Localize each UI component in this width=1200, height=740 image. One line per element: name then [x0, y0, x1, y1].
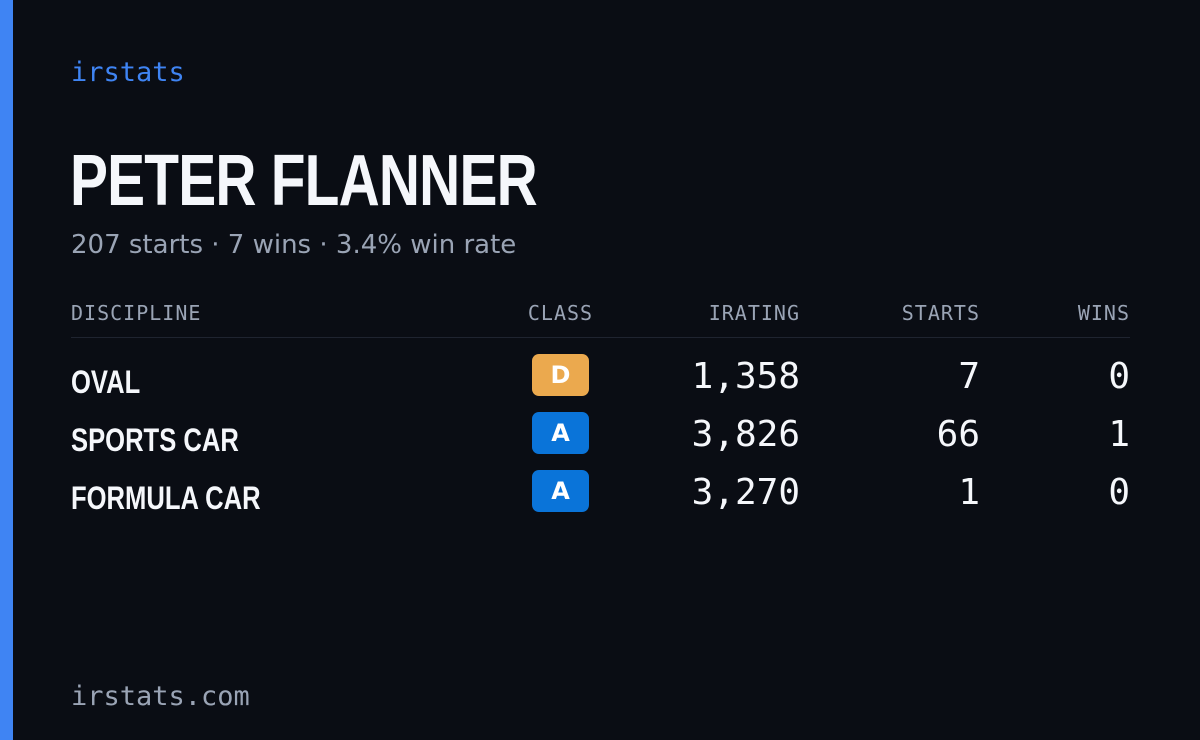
footer-site-url: irstats.com	[71, 681, 250, 712]
wins-value: 0	[1108, 472, 1130, 513]
header-discipline: DISCIPLINE	[71, 301, 202, 325]
accent-bar	[0, 0, 13, 740]
header-class: CLASS	[527, 301, 594, 325]
table-row-sports-car: SPORTS CAR A 3,826 66 1	[0, 412, 1200, 470]
starts-value: 1	[958, 472, 980, 513]
discipline-label: OVAL	[71, 364, 141, 400]
header-irating: IRATING	[708, 301, 800, 325]
header-divider	[71, 337, 1130, 338]
class-badge: D	[532, 354, 589, 396]
career-summary: 207 starts · 7 wins · 3.4% win rate	[71, 230, 517, 260]
player-name: PETER FLANNER	[70, 141, 538, 221]
starts-value: 66	[936, 414, 980, 455]
discipline-label: SPORTS CAR	[71, 422, 239, 458]
table-row-oval: OVAL D 1,358 7 0	[0, 354, 1200, 412]
table-row-formula-car: FORMULA CAR A 3,270 1 0	[0, 470, 1200, 528]
brand-logo: irstats	[71, 57, 185, 88]
class-badge: A	[532, 470, 589, 512]
discipline-label: FORMULA CAR	[71, 480, 261, 516]
irating-value: 1,358	[691, 356, 800, 397]
wins-value: 0	[1108, 356, 1130, 397]
wins-value: 1	[1108, 414, 1130, 455]
starts-value: 7	[958, 356, 980, 397]
irating-value: 3,826	[691, 414, 800, 455]
class-badge: A	[532, 412, 589, 454]
header-starts: STARTS	[901, 301, 980, 325]
header-wins: WINS	[1077, 301, 1130, 325]
irating-value: 3,270	[691, 472, 800, 513]
